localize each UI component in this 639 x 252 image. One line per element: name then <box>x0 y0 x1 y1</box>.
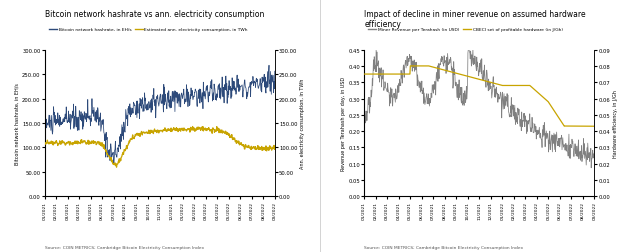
Text: Source: COIN METRICS; Cambridge Bitcoin Electricity Consumption Index: Source: COIN METRICS; Cambridge Bitcoin … <box>45 245 204 249</box>
Text: Source: COIN METRICS; Cambridge Bitcoin Electricity Consumption Index: Source: COIN METRICS; Cambridge Bitcoin … <box>364 245 523 249</box>
Y-axis label: Bitcoin network hashrate, in EH/s: Bitcoin network hashrate, in EH/s <box>14 83 19 164</box>
Y-axis label: Hardware efficiency, in J/Gh: Hardware efficiency, in J/Gh <box>613 90 618 157</box>
Y-axis label: Ann. electricity consumption, in TWh: Ann. electricity consumption, in TWh <box>300 78 305 169</box>
Text: Impact of decline in miner revenue on assumed hardware
efficiency: Impact of decline in miner revenue on as… <box>364 10 586 29</box>
Legend: Bitcoin network hashrate, in EH/s, Estimated ann. electricity consumption, in TW: Bitcoin network hashrate, in EH/s, Estim… <box>47 26 250 34</box>
Text: Bitcoin network hashrate vs ann. electricity consumption: Bitcoin network hashrate vs ann. electri… <box>45 10 264 18</box>
Legend: Miner Revenue per Terahash (in USD), CBECI set of profitable hardware (in J/Gh): Miner Revenue per Terahash (in USD), CBE… <box>366 26 564 34</box>
Y-axis label: Revenue per Terahash per day, in USD: Revenue per Terahash per day, in USD <box>341 77 346 170</box>
